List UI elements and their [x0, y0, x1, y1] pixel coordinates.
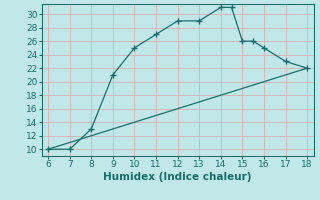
X-axis label: Humidex (Indice chaleur): Humidex (Indice chaleur) [103, 172, 252, 182]
